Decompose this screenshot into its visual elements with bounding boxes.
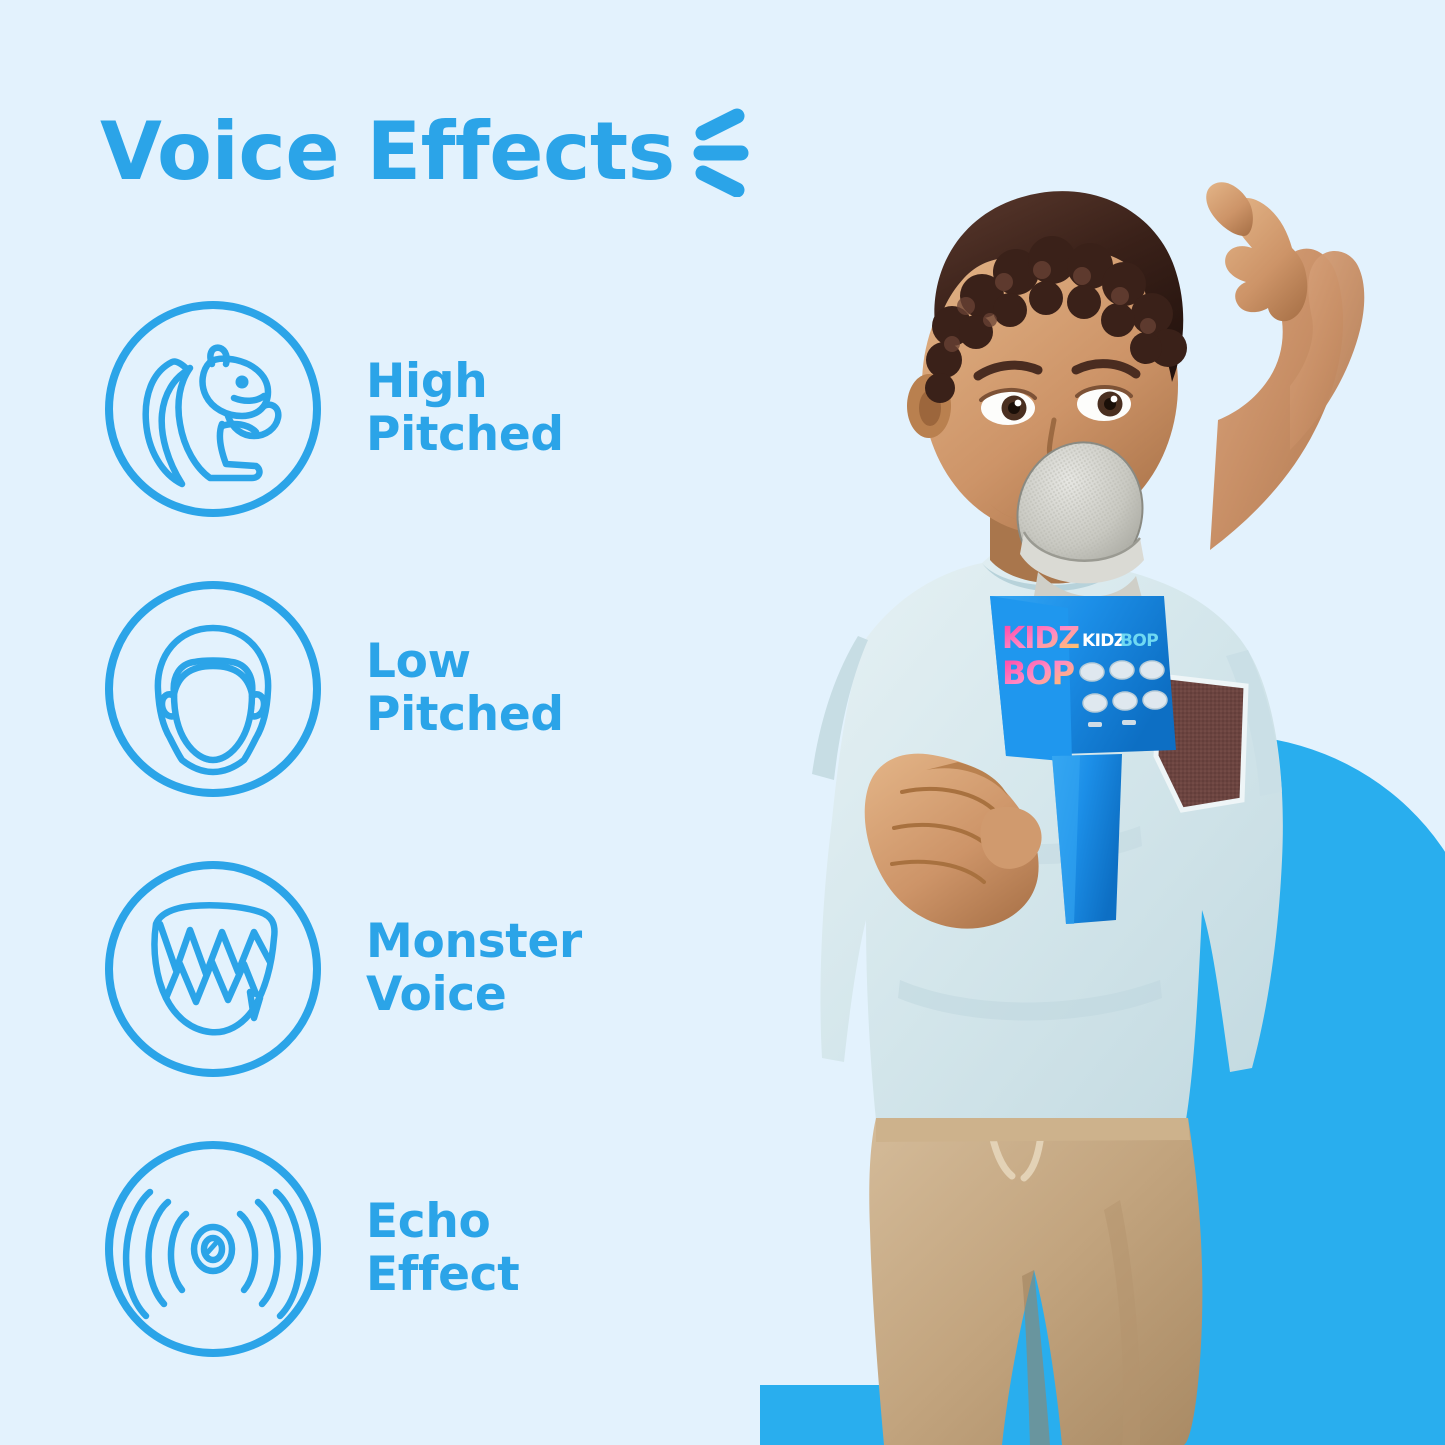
monster-teeth-icon — [102, 858, 324, 1080]
feature-row-low-pitched[interactable]: Low Pitched — [102, 578, 582, 800]
feature-label-echo-effect: Echo Effect — [366, 1194, 520, 1302]
headline: Voice Effects — [100, 103, 753, 201]
feature-label-low-pitched: Low Pitched — [366, 634, 564, 742]
squirrel-icon — [102, 298, 324, 520]
voice-effects-list: High Pitched — [102, 298, 582, 1360]
feature-row-high-pitched[interactable]: High Pitched — [102, 298, 582, 520]
page-title: Voice Effects — [100, 105, 675, 198]
feature-row-monster-voice[interactable]: Monster Voice — [102, 858, 582, 1080]
echo-waves-icon — [102, 1138, 324, 1360]
feature-label-high-pitched: High Pitched — [366, 354, 564, 462]
svg-text:KIDZ: KIDZ — [1002, 621, 1079, 656]
svg-text:BOP: BOP — [1120, 631, 1158, 651]
feature-label-monster-voice: Monster Voice — [366, 914, 582, 1022]
man-head-icon — [102, 578, 324, 800]
svg-text:KIDZ: KIDZ — [1082, 631, 1126, 651]
sound-wave-dashes-icon — [691, 107, 753, 201]
svg-text:BOP: BOP — [1002, 654, 1075, 692]
feature-row-echo-effect[interactable]: Echo Effect — [102, 1138, 582, 1360]
product-photo-boy-with-microphone: KIDZ BOP KIDZ BOP — [690, 120, 1445, 1445]
